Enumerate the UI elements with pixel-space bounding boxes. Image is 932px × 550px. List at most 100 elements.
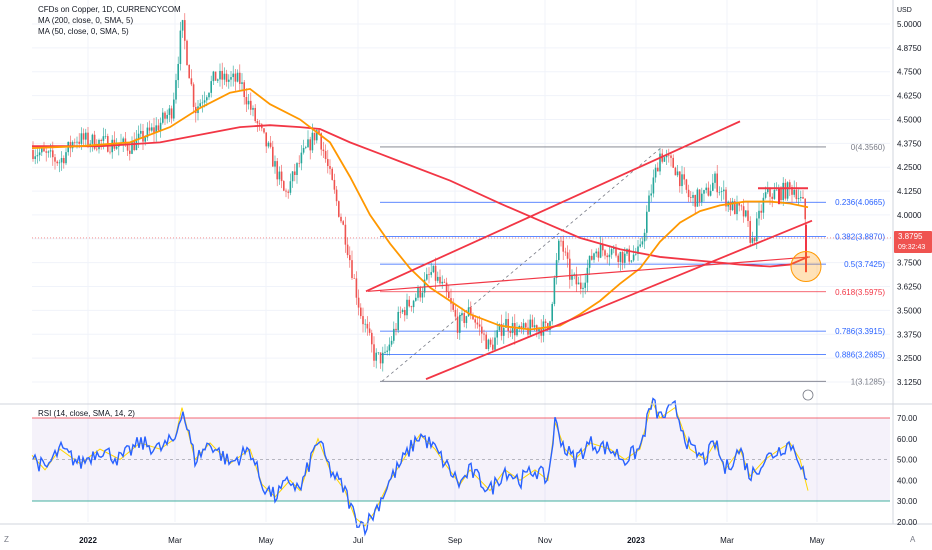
candle-body: [357, 297, 360, 308]
candle-body: [725, 189, 727, 207]
candle-body: [278, 171, 281, 180]
candle-body: [694, 195, 696, 207]
candle-body: [210, 81, 212, 93]
candle-body: [34, 156, 36, 160]
candle-body: [371, 332, 373, 345]
candle-body: [232, 73, 234, 78]
candle-body: [753, 237, 756, 242]
candle-body: [525, 323, 527, 328]
candle-body: [140, 130, 142, 134]
candle-body: [353, 278, 355, 279]
candle-body: [104, 136, 107, 137]
candle-body: [351, 260, 353, 279]
candle-body: [250, 100, 252, 110]
candle-body: [412, 300, 415, 308]
candle-body: [89, 143, 91, 145]
candle-body: [586, 267, 589, 283]
candle-body: [170, 108, 173, 119]
candle-body: [659, 153, 661, 172]
candle-body: [360, 307, 362, 317]
candle-body: [731, 201, 734, 211]
candle-body: [503, 327, 505, 336]
candle-body: [555, 260, 558, 278]
candle-body: [676, 171, 679, 176]
candle-body: [566, 252, 569, 259]
candle-body: [87, 132, 89, 145]
candle-body: [716, 173, 718, 193]
channel-lower-line: [425, 219, 813, 380]
candle-body: [267, 142, 270, 147]
candle-body: [375, 352, 377, 361]
candle-body: [580, 282, 582, 289]
fib-label: 0.886(3.2685): [835, 351, 885, 360]
candle-body: [610, 249, 613, 255]
candle-body: [311, 132, 314, 151]
auto-scale-icon[interactable]: A: [910, 535, 916, 544]
candle-body: [681, 174, 683, 187]
candle-body: [203, 100, 206, 103]
candle-body: [298, 163, 300, 164]
candle-body: [434, 265, 437, 281]
ma200-line: [32, 124, 809, 268]
fib-label: 0.382(3.8870): [835, 233, 885, 242]
candle-body: [456, 316, 459, 333]
candle-body: [683, 174, 685, 180]
candle-body: [674, 167, 677, 176]
candle-body: [368, 328, 371, 333]
candle-body: [780, 188, 782, 201]
candle-body: [789, 182, 791, 188]
candle-body: [538, 327, 540, 332]
candle-body: [663, 157, 666, 162]
candle-body: [252, 107, 254, 110]
candle-body: [47, 151, 50, 153]
candle-body: [408, 299, 410, 307]
candle-body: [652, 177, 655, 194]
countdown-label: 09:32:43: [898, 244, 925, 251]
candle-body: [344, 224, 347, 245]
candle-body: [692, 195, 694, 198]
candle-body: [285, 190, 287, 192]
candle-body: [507, 319, 509, 331]
fib-label: 0.5(3.7425): [844, 260, 885, 269]
candle-body: [465, 316, 468, 323]
lightning-icon: [802, 389, 814, 401]
candle-body: [505, 319, 507, 328]
candle-body: [313, 132, 316, 141]
candle-body: [256, 121, 259, 124]
candle-body: [254, 107, 256, 122]
time-tick-label: May: [258, 536, 273, 545]
candle-body: [401, 310, 404, 313]
candle-body: [78, 141, 80, 144]
candle-body: [709, 190, 712, 196]
candle-body: [186, 40, 188, 66]
candle-body: [714, 173, 716, 183]
candle-body: [718, 192, 721, 193]
candle-body: [305, 147, 307, 148]
candle-body: [461, 313, 463, 316]
candle-body: [168, 108, 171, 115]
time-tick-label: Mar: [720, 536, 734, 545]
candle-body: [390, 340, 393, 345]
candle-body: [441, 281, 443, 284]
candle-body: [771, 196, 773, 199]
candle-body: [406, 299, 408, 316]
candle-body: [577, 282, 580, 285]
candle-body: [45, 151, 47, 153]
candle-body: [291, 171, 294, 182]
candle-body: [635, 253, 637, 255]
legend-rsi: RSI (14, close, SMA, 14, 2): [38, 409, 135, 418]
candle-body: [236, 72, 239, 82]
candle-body: [162, 112, 164, 123]
zoom-icon[interactable]: Z: [4, 535, 9, 544]
candle-body: [80, 133, 83, 144]
time-tick-label: Mar: [168, 536, 182, 545]
candle-body: [527, 327, 529, 335]
candle-body: [437, 276, 439, 281]
candle-body: [560, 240, 562, 242]
candle-body: [483, 333, 485, 335]
candle-body: [230, 77, 232, 80]
candle-body: [696, 189, 699, 207]
candle-body: [247, 100, 250, 105]
candle-body: [217, 79, 219, 81]
